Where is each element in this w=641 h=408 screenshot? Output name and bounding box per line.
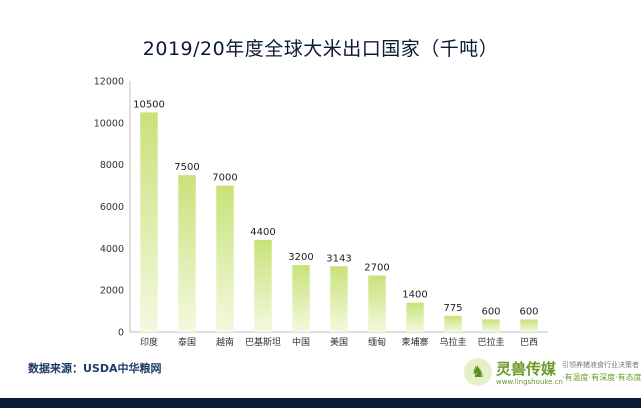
value-label: 4400 <box>250 227 275 238</box>
bar <box>330 266 348 332</box>
x-tick-label: 乌拉圭 <box>439 336 466 348</box>
bars-group <box>140 112 538 332</box>
bar <box>444 315 462 332</box>
bar <box>368 275 386 332</box>
brand-logo: ♞ 灵兽传媒 www.lingshouke.cn 引领养猪液食行业决策者 ·有温… <box>464 356 641 392</box>
value-label: 7500 <box>174 162 199 173</box>
value-labels-group: 10500 7500 7000 4400 3200 3143 2700 1400 775 600 6… <box>133 99 538 317</box>
value-label: 3143 <box>326 253 351 264</box>
x-tick-label: 巴西 <box>520 337 538 348</box>
logo-url: www.lingshouke.cn <box>496 378 563 386</box>
x-tick-label: 泰国 <box>178 336 196 348</box>
value-label: 10500 <box>133 99 165 110</box>
y-tick-label: 8000 <box>100 160 124 171</box>
deer-logo-icon: ♞ <box>464 358 492 386</box>
x-tick-label: 印度 <box>140 336 158 348</box>
y-tick-label: 12000 <box>94 77 124 88</box>
logo-slogan-top: 引领养猪液食行业决策者 <box>562 361 639 369</box>
y-tick-label: 2000 <box>100 286 124 297</box>
bar <box>254 239 272 332</box>
value-label: 2700 <box>364 263 389 274</box>
x-tick-label: 美国 <box>330 336 348 348</box>
y-axis-ticks: 0 2000 4000 6000 8000 10000 12000 <box>94 77 124 339</box>
bar <box>140 112 158 332</box>
value-label: 3200 <box>288 252 313 263</box>
value-label: 775 <box>443 303 462 314</box>
value-label: 1400 <box>402 290 427 301</box>
y-tick-label: 4000 <box>100 244 124 255</box>
x-axis-ticks: 印度 泰国 越南 巴基斯坦 中国 美国 缅甸 柬埔寨 乌拉圭 巴拉圭 巴西 <box>140 336 538 348</box>
bar <box>482 319 500 332</box>
chart-title: 2019/20年度全球大米出口国家（千吨） <box>142 38 499 60</box>
bar <box>520 319 538 332</box>
x-tick-label: 巴拉圭 <box>477 336 504 348</box>
bar <box>216 185 234 332</box>
bar <box>178 175 196 332</box>
bar <box>406 302 424 332</box>
x-tick-label: 缅甸 <box>368 336 386 348</box>
logo-slogan-bottom: ·有温度·有深度·有态度 <box>562 373 641 382</box>
bar <box>292 265 310 332</box>
x-tick-label: 巴基斯坦 <box>245 336 281 348</box>
y-tick-label: 0 <box>118 328 124 339</box>
value-label: 7000 <box>212 173 237 184</box>
value-label: 600 <box>519 306 538 317</box>
value-label: 600 <box>481 306 500 317</box>
y-tick-label: 6000 <box>100 202 124 213</box>
y-tick-label: 10000 <box>94 118 124 129</box>
logo-name: 灵兽传媒 <box>496 360 557 378</box>
x-tick-label: 柬埔寨 <box>401 336 428 348</box>
source-note: 数据来源：USDA中华粮网 <box>28 362 162 375</box>
footer-bar <box>0 398 641 408</box>
x-tick-label: 中国 <box>292 336 310 348</box>
x-tick-label: 越南 <box>216 336 234 348</box>
